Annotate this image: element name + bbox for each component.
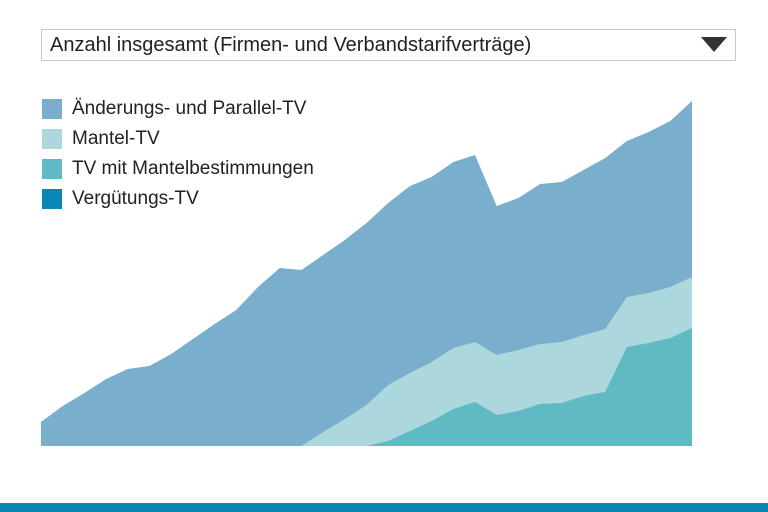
measure-dropdown[interactable]: Anzahl insgesamt (Firmen- und Verbandsta… (41, 29, 736, 61)
caret-down-icon[interactable] (701, 37, 727, 52)
legend-swatch (42, 189, 62, 209)
legend-label: Änderungs- und Parallel-TV (72, 98, 307, 119)
dropdown-selected-value: Anzahl insgesamt (Firmen- und Verbandsta… (50, 34, 532, 56)
area-tv-mit-mantelbestimmungen (41, 328, 692, 446)
legend-swatch (42, 159, 62, 179)
legend-item-tv-mit-mantelbestimmungen[interactable]: TV mit Mantelbestimmungen (42, 154, 314, 184)
legend-label: Mantel-TV (72, 128, 160, 149)
legend: Änderungs- und Parallel-TV Mantel-TV TV … (42, 94, 314, 214)
legend-item-verguetungs-tv[interactable]: Vergütungs-TV (42, 184, 314, 214)
legend-swatch (42, 129, 62, 149)
bottom-accent-bar (0, 503, 768, 512)
area-mantel-tv (41, 277, 692, 446)
legend-label: Vergütungs-TV (72, 188, 199, 209)
legend-label: TV mit Mantelbestimmungen (72, 158, 314, 179)
legend-swatch (42, 99, 62, 119)
legend-item-mantel-tv[interactable]: Mantel-TV (42, 124, 314, 154)
legend-item-aenderungs-tv[interactable]: Änderungs- und Parallel-TV (42, 94, 314, 124)
